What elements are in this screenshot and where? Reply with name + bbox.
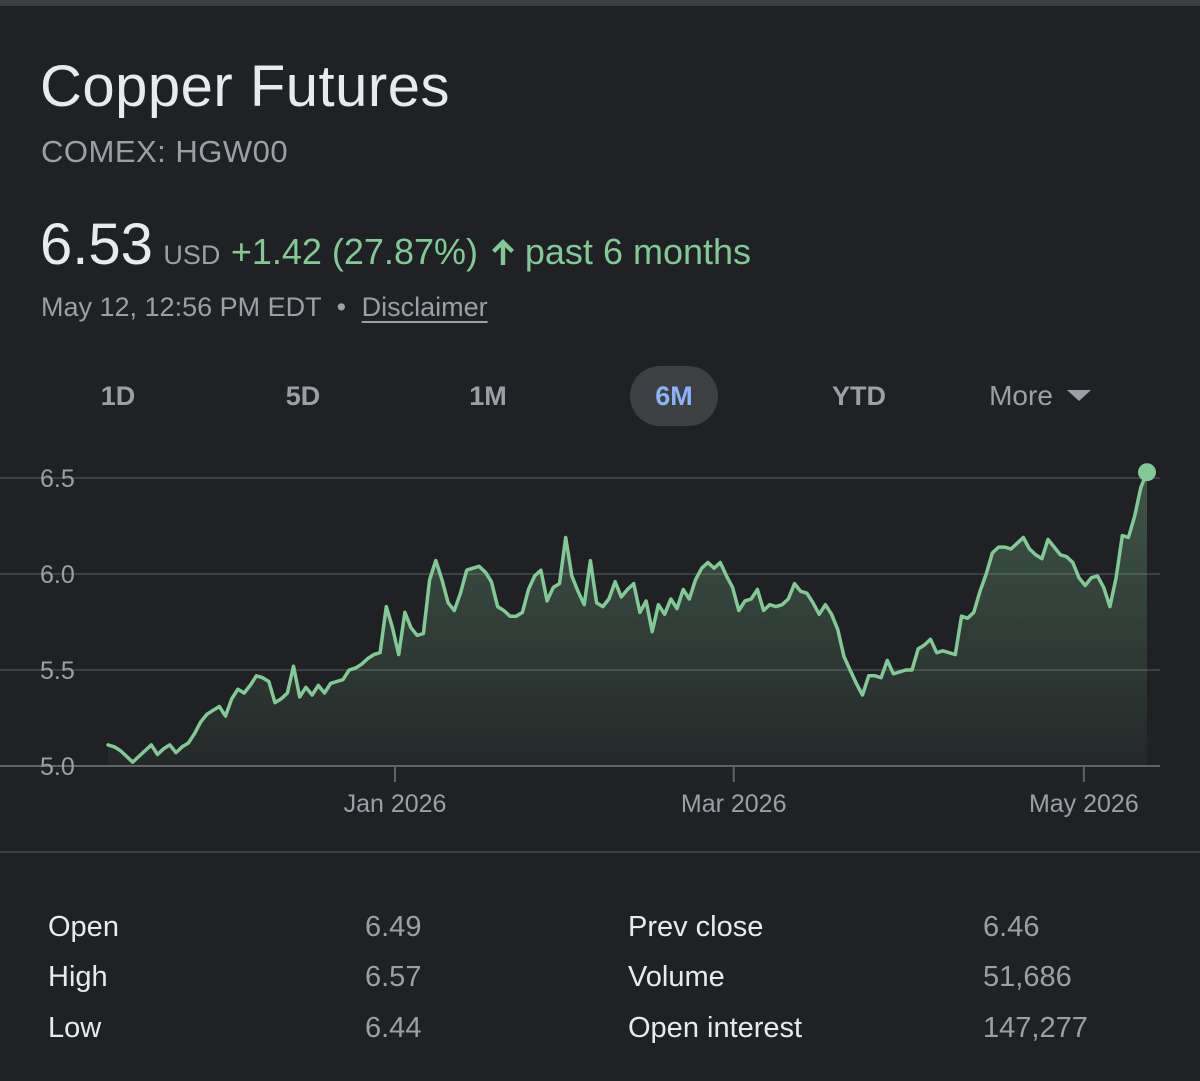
- stat-value-high: 6.57: [365, 961, 422, 993]
- stat-value-volume: 51,686: [983, 961, 1072, 993]
- stat-value-low: 6.44: [365, 1012, 422, 1044]
- y-tick-label: 5.0: [40, 753, 75, 781]
- timestamp: May 12, 12:56 PM EDT: [41, 292, 322, 322]
- tab-1m[interactable]: 1M: [469, 381, 507, 411]
- price-change: +1.42 (27.87%): [230, 231, 478, 272]
- caret-down-icon: [1066, 390, 1091, 401]
- chart-series: [106, 463, 1156, 766]
- stat-label-high: High: [48, 961, 108, 993]
- y-tick-label: 6.0: [40, 561, 75, 589]
- x-axis: Jan 2026 Mar 2026 May 2026: [344, 766, 1139, 818]
- time-range-tabs: 1D 5D 1M 6M YTD More: [0, 366, 1200, 436]
- price-line: [106, 470, 1149, 764]
- current-price: 6.53: [40, 212, 153, 277]
- page-title: Copper Futures: [40, 54, 450, 119]
- last-price-marker: [1138, 463, 1156, 482]
- y-axis-labels: 6.5 6.0 5.5 5.0: [40, 465, 75, 781]
- stat-label-volume: Volume: [628, 961, 725, 993]
- ticker-symbol: COMEX: HGW00: [41, 134, 289, 169]
- separator-dot: •: [336, 292, 347, 322]
- stock-card: Copper Futures COMEX: HGW00 6.53 USD +1.…: [0, 6, 1200, 1081]
- currency-label: USD: [163, 240, 221, 270]
- y-tick-label: 5.5: [40, 657, 75, 685]
- tab-more[interactable]: More: [965, 366, 1115, 426]
- tab-5d[interactable]: 5D: [285, 381, 321, 411]
- stat-value-open: 6.49: [365, 911, 422, 943]
- top-border: [0, 0, 1200, 6]
- disclaimer-link[interactable]: Disclaimer: [361, 292, 488, 322]
- stat-label-prev-close: Prev close: [628, 911, 764, 943]
- price-row: 6.53 USD +1.42 (27.87%) past 6 months: [40, 211, 752, 277]
- x-tick-label: May 2026: [1029, 790, 1139, 818]
- section-divider: [0, 851, 1200, 853]
- price-chart[interactable]: 6.5 6.0 5.5 5.0 Jan 2026 Mar 2026 May 2026: [0, 446, 1200, 826]
- arrow-up-icon: [490, 237, 516, 272]
- stat-label-open-interest: Open interest: [628, 1012, 803, 1044]
- y-tick-label: 6.5: [40, 465, 75, 493]
- tab-1d[interactable]: 1D: [100, 381, 136, 411]
- tab-ytd[interactable]: YTD: [832, 381, 886, 411]
- tab-more-label: More: [989, 380, 1053, 411]
- stat-value-prev-close: 6.46: [983, 911, 1040, 943]
- stat-label-open: Open: [48, 911, 119, 943]
- change-period: past 6 months: [524, 231, 752, 272]
- x-tick-label: Jan 2026: [344, 790, 447, 818]
- stat-label-low: Low: [48, 1012, 102, 1044]
- stat-value-open-interest: 147,277: [983, 1012, 1088, 1044]
- tab-6m[interactable]: 6M: [630, 366, 718, 426]
- price-area-fill: [108, 472, 1147, 766]
- x-tick-label: Mar 2026: [681, 790, 787, 818]
- timestamp-row: May 12, 12:56 PM EDT • Disclaimer: [41, 292, 488, 323]
